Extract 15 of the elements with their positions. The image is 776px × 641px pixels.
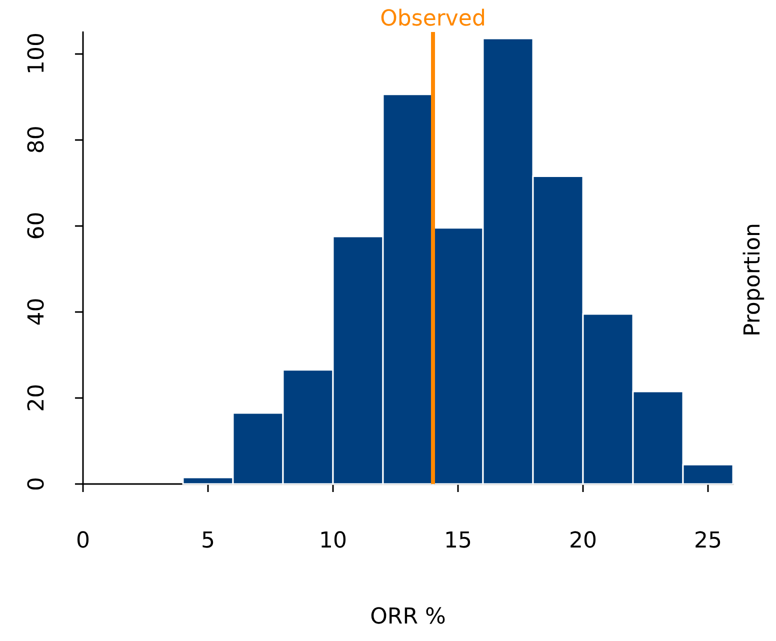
y-axis-title: Proportion (740, 222, 766, 337)
x-tick-label: 20 (569, 528, 597, 554)
x-tick-label: 25 (694, 528, 722, 554)
x-tick-label: 10 (319, 528, 347, 554)
y-tick-label: 20 (24, 384, 50, 412)
y-tick-label: 0 (24, 477, 50, 491)
y-tick-label: 80 (24, 126, 50, 154)
x-axis-title: ORR % (370, 604, 446, 630)
x-tick-label: 15 (444, 528, 472, 554)
x-tick-label: 5 (201, 528, 215, 554)
x-tick-label: 0 (76, 528, 90, 554)
y-tick-label: 60 (24, 212, 50, 240)
y-tick-label: 40 (24, 298, 50, 326)
y-tick-label: 100 (24, 32, 50, 75)
ref-line-label: Observed (380, 6, 486, 32)
